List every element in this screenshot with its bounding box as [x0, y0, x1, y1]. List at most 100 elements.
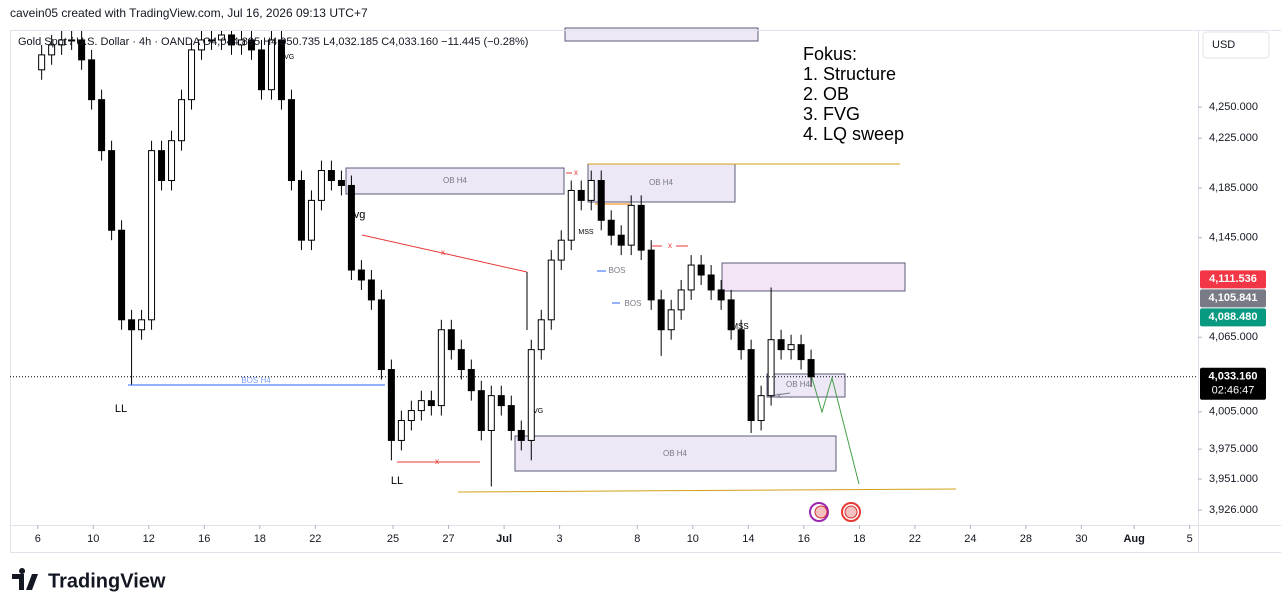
candle-body — [347, 184, 355, 271]
note-line: Fokus: — [803, 44, 857, 64]
candle-body — [757, 395, 765, 422]
x-tick-label: Aug — [1123, 533, 1144, 545]
x-tick-label: 12 — [143, 533, 155, 545]
price-label: 4,088.480 — [1209, 311, 1258, 323]
candle-body — [627, 204, 635, 246]
candle-body — [747, 349, 755, 422]
candle-body — [417, 400, 425, 412]
x-tick-label: 22 — [309, 533, 321, 545]
candle-body — [617, 234, 625, 246]
x-tick-label: 16 — [798, 533, 810, 545]
x-tick-label: 3 — [557, 533, 563, 545]
y-tick-label: 4,225.000 — [1209, 132, 1258, 144]
candle-body — [317, 170, 325, 201]
annotation-label: LL — [391, 475, 403, 487]
annotation-label: OB H4 — [663, 449, 688, 458]
x-tick-label: 10 — [687, 533, 699, 545]
annotation-label: BOS H4 — [241, 376, 271, 385]
candle-body — [198, 39, 206, 51]
projection-path — [811, 376, 860, 485]
zone — [721, 262, 906, 292]
annotation-label: x — [574, 168, 578, 177]
x-tick-label: 24 — [964, 533, 976, 545]
candle-body — [807, 359, 815, 378]
candle-body — [407, 410, 415, 422]
y-tick-label: 3,926.000 — [1209, 504, 1258, 516]
x-tick-label: 5 — [1187, 533, 1193, 545]
x-tick-label: 16 — [198, 533, 210, 545]
candle-body — [477, 390, 485, 431]
candle-body — [657, 299, 665, 331]
y-tick-label: 3,951.000 — [1209, 473, 1258, 485]
candle-body — [108, 150, 116, 231]
candle-body — [537, 319, 545, 351]
candle-body — [667, 309, 675, 331]
candle-body — [247, 39, 255, 51]
annotation-label: x — [668, 241, 672, 250]
x-tick-label: 8 — [634, 533, 640, 545]
currency-button[interactable] — [1202, 31, 1270, 59]
candle-body — [567, 189, 575, 241]
attribution: cavein05 created with TradingView.com, J… — [10, 6, 368, 20]
candle-body — [647, 249, 655, 301]
x-tick-label: 18 — [853, 533, 865, 545]
candle-body — [637, 204, 645, 251]
candle-body — [337, 179, 345, 186]
candle-body — [297, 179, 305, 241]
candle-body — [677, 289, 685, 311]
candle-body — [58, 39, 66, 46]
price-label-box — [1200, 270, 1266, 289]
candle-body — [38, 54, 46, 71]
candle-body — [237, 39, 245, 46]
annotation-label: FVG — [280, 54, 294, 61]
candle-body — [287, 99, 295, 181]
symbol-legend: Gold Spot / U.S. Dollar · 4h · OANDA O4,… — [18, 36, 528, 48]
candle-body — [138, 319, 146, 331]
candle-body — [767, 339, 775, 397]
candle-body — [98, 99, 106, 152]
drawing-line — [361, 234, 528, 273]
x-tick-label: 27 — [442, 533, 454, 545]
annotation-label: BOS — [609, 266, 626, 275]
candle-body — [267, 39, 275, 91]
x-tick-label: 6 — [35, 533, 41, 545]
price-label-box — [1200, 289, 1266, 308]
annotation-label: MSS — [731, 322, 748, 331]
candle-body — [737, 329, 745, 351]
price-label-box — [1200, 367, 1266, 400]
annotation-label: FVG — [529, 408, 543, 415]
candle-body — [78, 39, 86, 61]
logo: TradingView — [12, 568, 166, 592]
logo-icon — [12, 568, 38, 590]
candle-body — [707, 274, 715, 291]
note-line: 2. OB — [803, 84, 849, 104]
x-tick-label: 30 — [1075, 533, 1087, 545]
candle-body — [68, 39, 76, 42]
y-tick-label: 4,185.000 — [1209, 182, 1258, 194]
y-tick-label: 4,145.000 — [1209, 232, 1258, 244]
candle-body — [387, 369, 395, 441]
candle-body — [208, 39, 216, 42]
annotation-label: BOS — [625, 299, 642, 308]
x-tick-label: 28 — [1020, 533, 1032, 545]
event-flag — [814, 505, 828, 519]
candle-body — [437, 329, 445, 407]
candle-body — [487, 395, 495, 431]
annotation-label: x — [435, 457, 439, 466]
candle-body — [48, 44, 56, 56]
candle-body — [607, 219, 615, 236]
x-tick-label: 14 — [742, 533, 754, 545]
candle-body — [507, 405, 515, 431]
y-tick-label: 3,975.000 — [1209, 443, 1258, 455]
candle-body — [168, 140, 176, 181]
candle-body — [557, 239, 565, 261]
countdown: 02:46:47 — [1212, 385, 1255, 397]
annotation-label: OB H4 — [443, 176, 468, 185]
currency[interactable]: USD — [1212, 39, 1235, 51]
level-line — [457, 488, 957, 493]
candle-body — [577, 189, 585, 201]
annotation-label: LL — [115, 403, 127, 415]
x-tick-label: 10 — [87, 533, 99, 545]
annotation-label: OB H4 — [649, 178, 674, 187]
